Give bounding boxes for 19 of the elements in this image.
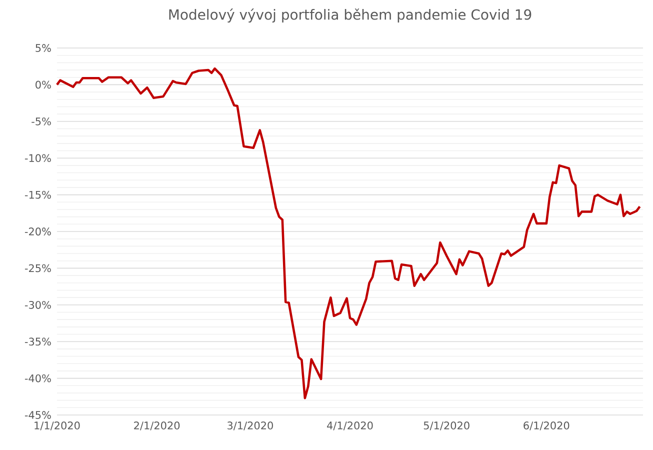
x-tick-label: 1/1/2020	[34, 422, 80, 430]
y-tick-label: -15%	[24, 190, 51, 199]
y-tick-label: -10%	[24, 154, 51, 162]
y-tick-label: 0%	[36, 80, 51, 89]
line-series	[56, 67, 641, 400]
x-tick-label: 4/1/2020	[327, 422, 373, 430]
y-tick-label: -5%	[32, 117, 51, 126]
x-tick-label: 6/1/2020	[524, 422, 570, 430]
x-tick-label: 5/1/2020	[424, 422, 470, 430]
y-tick-label: -25%	[24, 264, 51, 272]
y-tick-label: 5%	[36, 44, 51, 52]
y-tick-label: -35%	[24, 338, 51, 346]
x-tick-label: 2/1/2020	[134, 422, 180, 430]
y-tick-label: -30%	[24, 300, 51, 309]
x-tick-label: 3/1/2020	[227, 422, 273, 430]
y-tick-label: -45%	[24, 411, 51, 419]
chart-title: Modelový vývoj portfolia během pandemie Covid 19	[169, 8, 532, 23]
y-tick-label: -40%	[24, 374, 51, 382]
y-tick-label: -20%	[24, 228, 51, 236]
